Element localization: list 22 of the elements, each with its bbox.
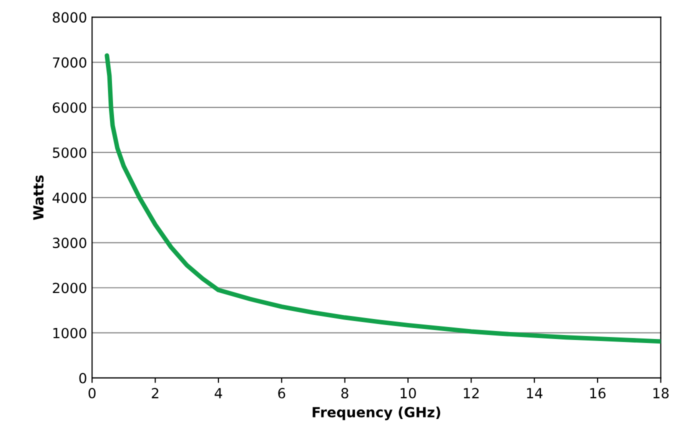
y-tick-label: 4000 — [52, 192, 86, 204]
x-axis-title: Frequency (GHz) — [312, 406, 440, 420]
y-tick-label: 5000 — [52, 147, 86, 158]
y-tick-label: 6000 — [52, 102, 86, 113]
x-tick-label: 4 — [214, 388, 222, 398]
y-tick-label: 7000 — [53, 57, 86, 68]
x-tick-label: 0 — [88, 388, 96, 398]
x-tick-label: 12 — [464, 388, 479, 398]
x-tick-label: 14 — [527, 388, 542, 398]
line-series — [104, 53, 661, 344]
y-tick-label: 2000 — [52, 282, 86, 294]
x-tick-label: 8 — [341, 388, 348, 398]
y-tick-label: 8000 — [52, 12, 86, 23]
y-axis-title: Watts — [33, 175, 44, 220]
x-tick-label: 2 — [152, 388, 158, 398]
y-tick-label: 1000 — [53, 328, 86, 338]
x-tick-label: 16 — [590, 388, 606, 398]
x-tick-label: 10 — [400, 388, 416, 398]
x-tick-label: 6 — [278, 388, 286, 398]
y-tick-label: 3000 — [52, 238, 86, 248]
y-tick-label: 0 — [79, 372, 86, 384]
x-tick-label: 18 — [653, 388, 669, 398]
